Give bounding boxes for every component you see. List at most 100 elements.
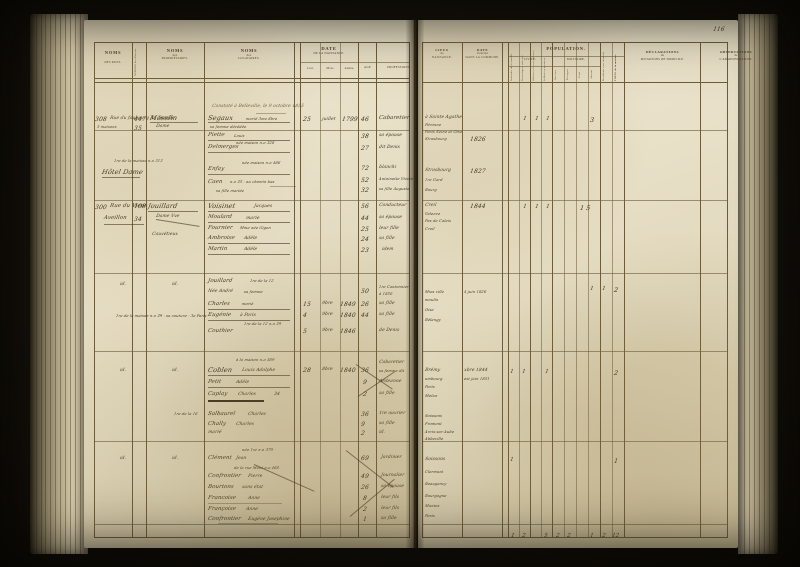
header-date-jour: Jour. (306, 66, 314, 70)
birthplace-line: Strasbourg (424, 137, 448, 141)
register-right-page: LIEUX de NAISSANCE. DATE d'entrée DANS L… (418, 20, 752, 548)
birthplace-line: Bourg (424, 188, 438, 192)
tenant-note: marié (207, 430, 222, 435)
birthplace-line: Mantes (424, 504, 440, 508)
tenant-firstname: Eugène Josephine (247, 517, 291, 522)
bound-register-book: NOMS DES RUES. NUMÉRO des Maisons NOMS d… (30, 14, 778, 554)
header-pop-col-8: Absents (590, 69, 593, 80)
header-noms-locataires: NOMS des LOCATAIRES. (238, 48, 260, 61)
tenant-name: Caen (207, 179, 223, 185)
header-noms-proprietaires: NOMS des PROPRIÉTAIRES. (161, 48, 189, 61)
birth-year: 1799 (341, 116, 359, 123)
birthplace: Strasbourg (424, 168, 452, 173)
entry-number: 300 (94, 204, 108, 211)
header-pop-col-4: Soldats en garnison (543, 57, 546, 81)
age-value: 46 (360, 116, 370, 123)
tenant-firstname: Louis Adolphe (241, 368, 276, 373)
tenant-name: Née André (207, 289, 234, 294)
birth-month: 8bre (321, 367, 334, 372)
tenant-name: Chally (207, 421, 227, 427)
entry-date: 1844 (469, 203, 487, 210)
tenant-firstname: Adèle (243, 236, 258, 241)
profession-value: sa fille (378, 391, 396, 396)
profession-value: leur fille (378, 226, 400, 231)
header-lieux-naissance: LIEUX de NAISSANCE. (431, 48, 453, 59)
header-population: POPULATION. (546, 46, 586, 51)
profession-value: blanchi (378, 165, 397, 170)
tenant-name: Salbaurel (207, 411, 236, 417)
tenant-name: Eugénie (207, 312, 232, 318)
birth-year: 1840 (339, 312, 357, 319)
birthplace-line: Paris Seine et Oise (424, 130, 463, 134)
tenant-name: Voisinet (207, 202, 237, 210)
totals-value: 12 (611, 533, 620, 539)
tenant-note: Mme née Gigon (239, 226, 272, 230)
street-ditto: id. (119, 456, 127, 461)
tenant-note: à la maison n.o 369 (235, 358, 275, 362)
tenant-firstname: Pierre (247, 474, 263, 479)
street-note: 3 maisons (96, 125, 118, 129)
owner-note: Dame Vve (155, 214, 180, 219)
tenant-note: 1re de la 12 (249, 279, 275, 283)
tenant-firstname: Louis (233, 134, 246, 138)
birthplace: Mies ville (424, 290, 445, 294)
street-note: 1re de la maison n.o 313 (113, 159, 164, 163)
birth-day: 15 (302, 301, 312, 308)
tenant-name: Caplay (207, 391, 228, 397)
header-population-militaire: MILITAIRE. (566, 57, 586, 61)
age-value: 52 (360, 177, 370, 184)
tenant-firstname: Adèle (243, 247, 258, 252)
tenant-name: Jouillard (207, 278, 233, 284)
tenant-note: sa fille mariée (215, 189, 245, 193)
left-page-ruling: NOMS DES RUES. NUMÉRO des Maisons NOMS d… (84, 20, 414, 548)
age-value: 23 (360, 247, 370, 254)
page-number: 116 (711, 26, 725, 33)
profession-value: Jardinier (380, 455, 403, 460)
tenant-note: n.o 35 - au chemin bas (229, 180, 275, 184)
book-gutter (406, 20, 424, 548)
header-pop-col-1: Individus de la famille (510, 53, 513, 81)
birth-month: 9bre (321, 328, 334, 333)
birthplace: Creil (424, 203, 437, 208)
register-caption-note: Constaté à Belleville, le 9 octobre 1855 (211, 104, 305, 109)
birthplace: Soissons (424, 457, 446, 462)
tenant-note: née maison n.o 328 (235, 141, 275, 145)
tenant-note: sans état (241, 485, 264, 490)
profession-value: sa fille (378, 312, 396, 317)
tenant-name: Enfay (207, 166, 225, 172)
tenant-firstname: Anne (245, 507, 259, 512)
header-date-naissance: DATE DE LA NAISSANCE. (313, 46, 345, 55)
tenant-note: marié 3me 8bre (245, 117, 278, 121)
profession-value: de Denis (378, 328, 400, 333)
tenant-firstname: Adèle (235, 380, 250, 385)
birthplace: à Sainte Agathe (424, 115, 463, 120)
profession-value: 1re ouvrier (378, 411, 406, 416)
birthplace-line: Arcis-sur-Aube (424, 430, 455, 434)
entry-date-secondary: est juin 1851 (463, 377, 491, 381)
birthplace-line: Bourgogne (424, 494, 447, 498)
header-professions: PROFESSIONS. (387, 65, 411, 69)
tenant-firstname: Charles (247, 412, 267, 417)
entry-date: 1826 (469, 136, 487, 143)
tenant-firstname: Charles (237, 392, 257, 397)
header-pop-col-2: Domestiques attachés (521, 55, 524, 81)
tenant-note: sa femme (243, 290, 264, 294)
street-name: Hôtel Dame (101, 168, 144, 176)
tenant-name: Françoise (207, 506, 237, 512)
age-value: 24 (360, 236, 370, 243)
street-ditto: id. (119, 368, 127, 373)
right-page-ruling: LIEUX de NAISSANCE. DATE d'entrée DANS L… (418, 20, 752, 548)
entry-date: xbre 1844 (463, 368, 488, 373)
tenant-name: Coblen (207, 366, 233, 374)
header-date-mois: Mois. (326, 66, 335, 70)
profession-value: Journalier (380, 473, 405, 478)
age-value: 49 (360, 473, 370, 480)
birthplace-line: ambourg (424, 377, 443, 381)
age-value: 50 (360, 288, 370, 295)
age-value: 72 (360, 165, 370, 172)
age-value: 56 (360, 203, 370, 210)
header-age: AGE (364, 65, 371, 69)
birthplace-line: Pas de Calais (424, 219, 452, 223)
tenant-note: marié (241, 302, 254, 306)
header-pop-col-6: Étrangers (566, 68, 569, 81)
